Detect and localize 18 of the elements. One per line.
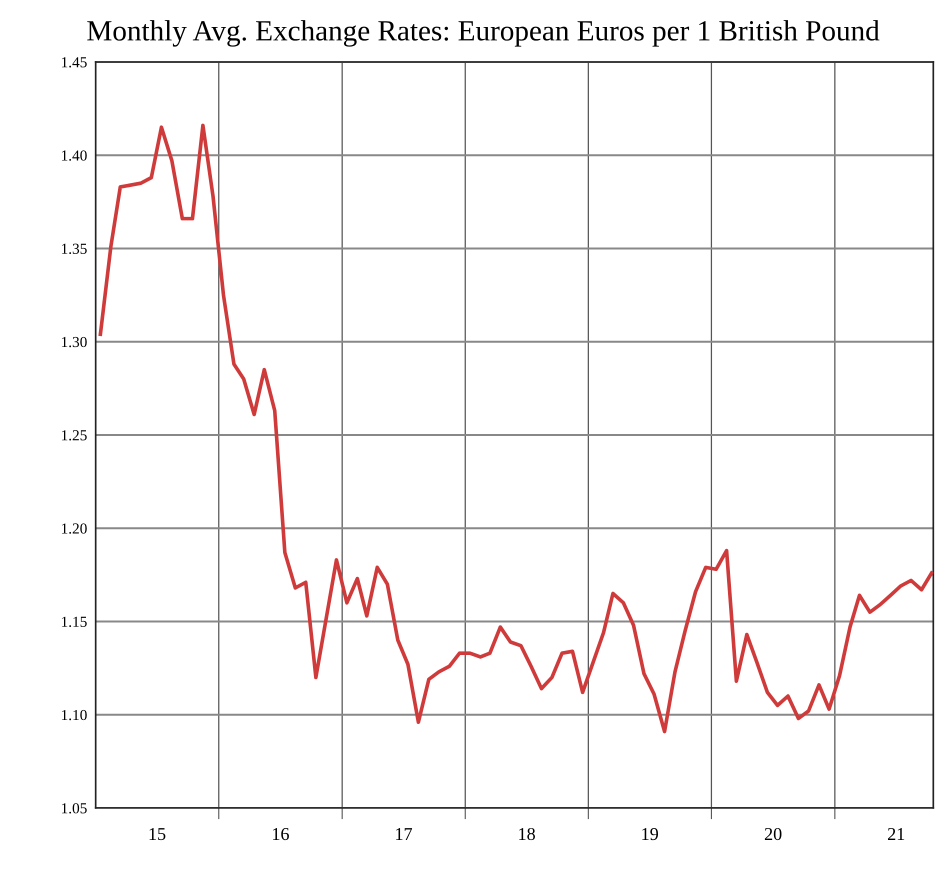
x-tick-label: 15 — [150, 828, 166, 840]
y-tick-label: 1.20 — [62, 523, 87, 534]
y-tick-label: 1.30 — [62, 336, 87, 348]
y-tick-label: 1.15 — [62, 616, 87, 627]
y-tick-label: 1.35 — [62, 244, 87, 254]
y-tick-label: 1.10 — [62, 710, 87, 720]
y-tick-label: 1.45 — [62, 57, 87, 68]
x-tick-label: 19 — [642, 828, 658, 840]
x-tick-label: 18 — [519, 828, 535, 840]
chart-title: Monthly Avg. Exchange Rates: European Euros per 1 British Pound — [87, 20, 880, 47]
x-tick-label: 21 — [888, 828, 904, 840]
x-tick-label: 20 — [764, 828, 782, 840]
x-tick-label: 17 — [396, 828, 412, 840]
y-tick-label: 1.05 — [62, 803, 87, 814]
x-tick-label: 16 — [273, 828, 289, 840]
y-tick-label: 1.40 — [62, 150, 87, 161]
line-series — [98, 124, 934, 734]
y-tick-label: 1.25 — [62, 430, 87, 440]
